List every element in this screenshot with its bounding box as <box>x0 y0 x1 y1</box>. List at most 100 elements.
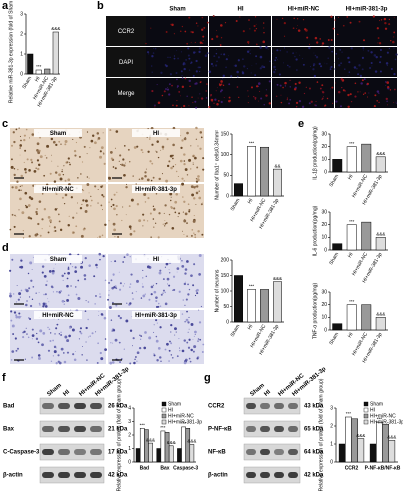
texture <box>69 263 72 265</box>
texture <box>172 289 174 291</box>
texture <box>24 171 27 174</box>
texture <box>188 210 191 213</box>
texture <box>202 35 205 38</box>
texture <box>199 81 202 84</box>
texture <box>187 346 191 349</box>
texture <box>220 89 223 92</box>
texture <box>198 273 201 276</box>
texture <box>26 300 29 303</box>
texture <box>195 51 197 53</box>
texture <box>279 84 282 87</box>
x-tick-label: HI <box>34 76 42 83</box>
texture <box>136 360 138 362</box>
texture <box>70 196 73 199</box>
texture <box>97 139 99 141</box>
texture <box>110 342 112 344</box>
texture <box>61 170 63 173</box>
texture <box>152 176 155 179</box>
texture <box>113 193 116 196</box>
texture <box>142 269 144 271</box>
texture <box>172 154 174 157</box>
texture <box>198 196 202 200</box>
band <box>42 426 54 432</box>
texture <box>119 154 122 157</box>
texture <box>156 84 158 86</box>
texture <box>188 338 191 341</box>
y-axis-label: IL-1β production(pg/mg) <box>312 126 318 180</box>
y-tick-label: 0 <box>324 247 327 253</box>
texture <box>112 361 115 364</box>
texture <box>215 35 219 38</box>
bar <box>346 146 357 173</box>
texture <box>16 180 19 183</box>
texture <box>192 219 196 223</box>
texture <box>80 332 83 335</box>
texture <box>274 68 277 71</box>
texture <box>114 338 118 342</box>
texture <box>64 179 67 182</box>
x-tick-label: Sham <box>328 332 340 346</box>
texture <box>386 104 388 106</box>
texture <box>192 338 194 340</box>
legend-swatch <box>363 401 369 407</box>
texture <box>387 85 390 89</box>
texture <box>10 310 13 313</box>
annotation: &&& <box>187 439 196 444</box>
band <box>58 449 70 455</box>
texture <box>340 62 342 64</box>
texture <box>170 23 172 26</box>
texture <box>177 216 179 218</box>
fluorescence-image <box>146 16 208 46</box>
texture <box>13 293 15 295</box>
texture <box>250 86 254 89</box>
texture <box>20 265 24 269</box>
texture <box>196 178 200 182</box>
texture <box>41 192 44 195</box>
texture <box>286 97 288 99</box>
legend-swatch <box>161 401 167 407</box>
texture <box>322 96 324 98</box>
texture <box>114 167 117 170</box>
texture <box>337 58 339 60</box>
texture <box>385 97 388 101</box>
bar <box>185 428 191 463</box>
texture <box>17 298 20 301</box>
band <box>274 472 284 478</box>
texture <box>182 211 185 213</box>
column-header: HI+miR-NC <box>288 7 320 13</box>
texture <box>201 233 204 236</box>
legend-swatch <box>161 419 167 425</box>
texture <box>222 84 225 87</box>
texture <box>153 353 155 355</box>
texture <box>265 94 268 97</box>
texture <box>50 137 54 141</box>
texture <box>195 59 198 63</box>
texture <box>217 56 220 59</box>
texture <box>195 106 198 109</box>
row-label: Bax <box>3 427 15 433</box>
texture <box>42 332 46 335</box>
texture <box>204 54 208 58</box>
texture <box>53 350 57 354</box>
texture <box>193 51 196 54</box>
texture <box>181 259 183 262</box>
band-size: 17 kDa <box>108 450 128 456</box>
texture <box>169 272 171 274</box>
texture <box>11 158 13 161</box>
texture <box>154 106 156 108</box>
texture <box>113 207 116 211</box>
texture <box>308 43 311 45</box>
texture <box>88 336 90 338</box>
texture <box>13 225 16 228</box>
texture <box>21 184 23 187</box>
texture <box>295 58 298 61</box>
texture <box>72 216 75 219</box>
texture <box>99 293 101 295</box>
texture <box>67 294 70 297</box>
texture <box>236 86 239 88</box>
texture <box>32 184 35 187</box>
texture <box>129 255 131 258</box>
texture <box>81 203 83 205</box>
texture <box>82 199 85 202</box>
texture <box>364 92 367 94</box>
